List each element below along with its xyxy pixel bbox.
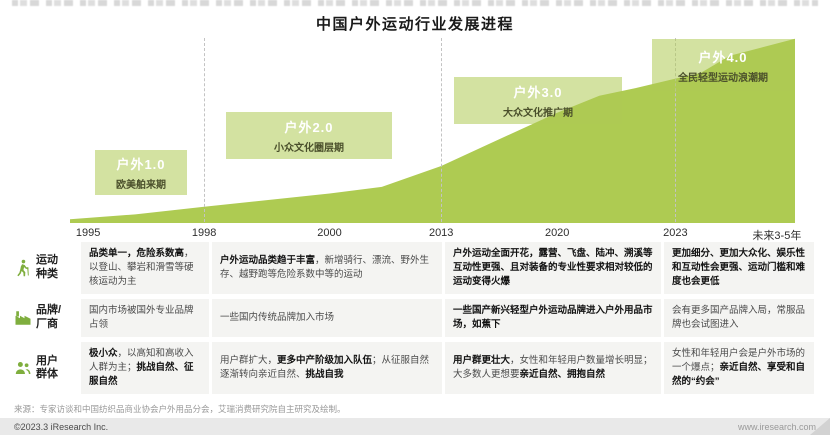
cell-text: 户外运动品类趋于丰富，新增骑行、漂流、野外生存、越野跑等危险系数中等的运动 <box>220 255 430 281</box>
stage-label: 户外1.0 <box>116 157 166 172</box>
row-header-users: 用户 群体 <box>14 342 78 394</box>
development-area-chart: 户外1.0 欧美舶来期 户外2.0 小众文化圈层期 户外3.0 大众文化推广期 … <box>70 33 795 223</box>
stage-boundary-dashed-line <box>441 38 443 222</box>
page-title: 中国户外运动行业发展进程 <box>315 16 514 33</box>
cell-text: 用户群扩大，更多中产阶级加入队伍；从征服自然逐渐转向亲近自然、挑战自我 <box>220 355 430 381</box>
stages-comparison-table: 运动 种类 品类单一，危险系数高，以登山、攀岩和滑雪等硬核运动为主 户外运动品类… <box>14 242 814 395</box>
source-note: 来源：专家访谈和中国纺织品商业协会户外用品分会，艾瑞消费研究院自主研究及绘制。 <box>14 404 346 414</box>
table-cell-users-stage4: 女性和年轻用户会是户外市场的一个爆点；亲近自然、享受和自然的“约会” <box>664 342 814 395</box>
table-cell-sport-types-stage4: 更加细分、更加大众化、娱乐性和互动性会更强、运动门槛和难度也会更低 <box>664 242 814 295</box>
x-axis-tick-label: 2013 <box>428 227 454 239</box>
table-cell-brands-stage1: 国内市场被国外专业品牌占领 <box>81 299 209 338</box>
truncated-text-row <box>12 0 818 6</box>
table-row-sport-types: 运动 种类 品类单一，危险系数高，以登山、攀岩和滑雪等硬核运动为主 户外运动品类… <box>14 242 814 295</box>
cell-text: 户外运动全面开花，露营、飞盘、陆冲、溯溪等互动性更强、且对装备的专业性要求相对较… <box>453 248 653 288</box>
table-row-users: 用户 群体 极小众，以高知和高收入人群为主；挑战自然、征服自然 用户群扩大，更多… <box>14 342 814 395</box>
cell-text: 更加细分、更加大众化、娱乐性和互动性会更强、运动门槛和难度也会更低 <box>672 248 806 288</box>
cell-text: 女性和年轻用户会是户外市场的一个爆点；亲近自然、享受和自然的“约会” <box>672 348 806 388</box>
table-cell-sport-types-stage3: 户外运动全面开花，露营、飞盘、陆冲、溯溪等互动性更强、且对装备的专业性要求相对较… <box>445 242 661 295</box>
row-header-label: 品牌/ 厂商 <box>36 304 62 331</box>
stage-sublabel: 全民轻型运动浪潮期 <box>678 72 768 84</box>
footer-bar: ©2023.3 iResearch Inc. www.iresearch.com <box>0 418 830 435</box>
copyright-text: ©2023.3 iResearch Inc. <box>14 421 109 432</box>
cell-text: 会有更多国产品牌入局，常服品牌也会试图进入 <box>672 305 806 331</box>
x-axis-tick-label: 1995 <box>75 227 101 239</box>
row-header-sport-types: 运动 种类 <box>14 242 78 294</box>
stage-sublabel: 欧美舶来期 <box>116 180 166 191</box>
table-cell-brands-stage4: 会有更多国产品牌入局，常服品牌也会试图进入 <box>664 299 814 338</box>
stage-label: 户外2.0 <box>284 120 334 135</box>
stage-label: 户外4.0 <box>698 49 748 65</box>
stage-box-outdoor-3: 户外3.0 大众文化推广期 <box>454 77 622 124</box>
stage-sublabel: 大众文化推广期 <box>503 108 573 119</box>
table-cell-users-stage3: 用户群更壮大，女性和年轻用户数量增长明显；大多数人更想要亲近自然、拥抱自然 <box>445 342 661 395</box>
x-axis-tick-label: 2023 <box>663 227 688 239</box>
cell-text: 一些国内传统品牌加入市场 <box>220 312 335 324</box>
users-icon <box>14 359 32 377</box>
stage-label: 户外3.0 <box>513 85 563 100</box>
row-header-brands: 品牌/ 厂商 <box>14 299 78 337</box>
x-axis-tick-label: 1998 <box>191 227 217 239</box>
row-header-label: 用户 群体 <box>36 354 58 381</box>
cell-text: 国内市场被国外专业品牌占领 <box>89 305 194 331</box>
x-axis-tick-label: 2000 <box>317 227 342 239</box>
stage-boundary-dashed-line <box>675 38 677 222</box>
factory-icon <box>14 309 32 327</box>
stage-box-outdoor-4: 户外4.0 全民轻型运动浪潮期 <box>652 39 794 91</box>
table-cell-sport-types-stage2: 户外运动品类趋于丰富，新增骑行、漂流、野外生存、越野跑等危险系数中等的运动 <box>212 242 442 295</box>
table-cell-sport-types-stage1: 品类单一，危险系数高，以登山、攀岩和滑雪等硬核运动为主 <box>81 242 209 295</box>
cell-text: 极小众，以高知和高收入人群为主；挑战自然、征服自然 <box>89 348 194 388</box>
cell-text: 品类单一，危险系数高，以登山、攀岩和滑雪等硬核运动为主 <box>89 248 194 288</box>
table-cell-users-stage1: 极小众，以高知和高收入人群为主；挑战自然、征服自然 <box>81 342 209 395</box>
stage-box-outdoor-2: 户外2.0 小众文化圈层期 <box>226 112 392 159</box>
table-row-brands: 品牌/ 厂商 国内市场被国外专业品牌占领 一些国内传统品牌加入市场 一些国产新兴… <box>14 299 814 338</box>
website-url: www.iresearch.com <box>737 421 816 432</box>
x-axis-tick-label: 未来3-5年 <box>752 230 802 242</box>
x-axis-tick-label: 2020 <box>544 227 570 239</box>
cell-text: 一些国产新兴轻型户外运动品牌进入户外用品市场，如蕉下 <box>453 305 653 331</box>
stage-boundary-dashed-line <box>204 38 206 222</box>
hiker-icon <box>14 259 32 277</box>
row-header-label: 运动 种类 <box>36 254 58 281</box>
growth-area-shape <box>70 38 795 223</box>
cell-text: 用户群更壮大，女性和年轻用户数量增长明显；大多数人更想要亲近自然、拥抱自然 <box>453 355 653 381</box>
corner-decoration <box>810 418 830 435</box>
table-cell-brands-stage3: 一些国产新兴轻型户外运动品牌进入户外用品市场，如蕉下 <box>445 299 661 338</box>
x-axis: 1995 1998 2000 2013 2020 2023 未来3-5年 <box>70 227 801 242</box>
stage-box-outdoor-1: 户外1.0 欧美舶来期 <box>95 150 187 195</box>
stage-sublabel: 小众文化圈层期 <box>274 143 344 154</box>
table-cell-brands-stage2: 一些国内传统品牌加入市场 <box>212 299 442 338</box>
table-cell-users-stage2: 用户群扩大，更多中产阶级加入队伍；从征服自然逐渐转向亲近自然、挑战自我 <box>212 342 442 395</box>
